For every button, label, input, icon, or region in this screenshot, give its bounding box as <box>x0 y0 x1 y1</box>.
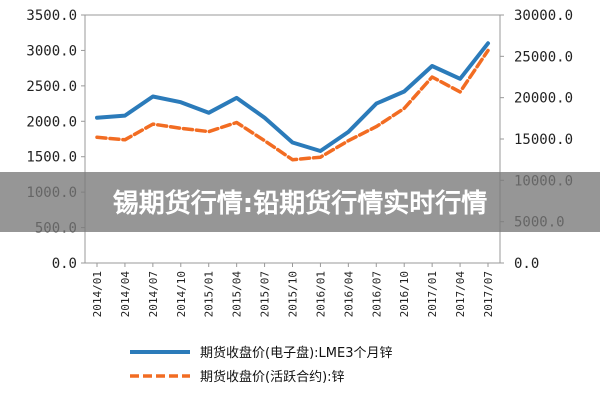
x-tick-label: 2015/01 <box>203 271 216 317</box>
x-tick-label: 2015/04 <box>231 271 244 318</box>
left-tick-label: 2000.0 <box>26 114 77 130</box>
legend-label-2: 期货收盘价(活跃合约):锌 <box>200 369 345 385</box>
x-tick-label: 2017/01 <box>426 271 439 317</box>
x-tick-label: 2017/07 <box>482 271 495 317</box>
title-banner <box>0 172 600 232</box>
left-tick-label: 3000.0 <box>26 43 77 59</box>
left-tick-label: 3500.0 <box>26 8 77 24</box>
right-tick-label: 15000.0 <box>514 132 573 148</box>
right-tick-label: 25000.0 <box>514 49 573 65</box>
series-line-1 <box>95 41 490 153</box>
x-tick-label: 2016/01 <box>314 271 327 317</box>
right-tick-label: 0.0 <box>514 256 539 272</box>
x-tick-label: 2015/07 <box>259 271 272 317</box>
x-tick-label: 2017/04 <box>454 271 467 318</box>
left-tick-label: 2500.0 <box>26 79 77 95</box>
right-tick-label: 20000.0 <box>514 91 573 107</box>
x-tick-label: 2014/10 <box>175 271 188 317</box>
left-axis-ticks: 0.0500.01000.01500.02000.02500.03000.035… <box>26 8 85 272</box>
series-line-2 <box>95 48 490 162</box>
x-axis-ticks: 2014/01 2014/04 2014/07 2014/10 2015/01 2015/… <box>91 263 495 317</box>
banner-text: 锡期货行情:铅期货行情实时行情 <box>113 188 487 219</box>
x-tick-label: 2014/07 <box>147 271 160 317</box>
x-tick-label: 2014/04 <box>119 271 132 318</box>
right-tick-label: 30000.0 <box>514 8 573 24</box>
x-tick-label: 2014/01 <box>91 271 104 317</box>
right-axis-ticks: 0.05000.010000.015000.020000.025000.0300… <box>500 8 573 272</box>
left-tick-label: 1500.0 <box>26 150 77 166</box>
x-tick-label: 2016/10 <box>398 271 411 317</box>
series-layer <box>95 41 490 162</box>
x-tick-label: 2016/07 <box>370 271 383 317</box>
legend-label-1: 期货收盘价(电子盘):LME3个月锌 <box>200 345 392 361</box>
x-tick-label: 2015/10 <box>287 271 300 317</box>
left-tick-label: 0.0 <box>52 256 77 272</box>
x-tick-label: 2016/04 <box>342 271 355 318</box>
